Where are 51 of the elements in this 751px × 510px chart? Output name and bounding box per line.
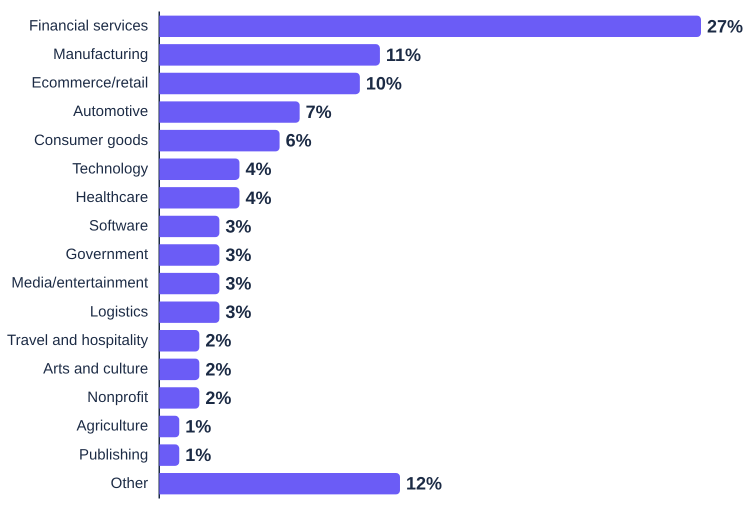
bar xyxy=(159,187,240,209)
y-tick-label: Technology xyxy=(72,160,149,178)
data-label: 1% xyxy=(185,416,212,436)
data-label: 2% xyxy=(205,330,232,351)
y-tick-label: Travel and hospitality xyxy=(6,332,149,349)
data-label: 1% xyxy=(185,445,212,466)
y-tick-label: Media/entertainment xyxy=(11,274,150,292)
data-label: 12% xyxy=(406,474,442,494)
y-tick-label: Manufacturing xyxy=(53,46,148,64)
bar xyxy=(159,301,220,323)
data-label: 2% xyxy=(205,388,232,408)
bar xyxy=(159,16,701,38)
y-tick-label: Automotive xyxy=(73,103,148,120)
data-label: 3% xyxy=(225,302,252,322)
bar xyxy=(159,130,280,152)
y-tick-label: Arts and culture xyxy=(43,360,148,378)
y-tick-label: Agriculture xyxy=(76,418,148,435)
bar xyxy=(159,244,220,266)
y-tick-label: Other xyxy=(110,474,148,492)
data-label: 6% xyxy=(286,130,312,151)
bar xyxy=(159,272,220,294)
data-label: 2% xyxy=(205,359,232,380)
data-label: 10% xyxy=(366,73,402,94)
bar xyxy=(159,101,300,123)
data-label: 3% xyxy=(225,216,252,236)
y-tick-label: Financial services xyxy=(28,17,148,34)
y-tick-label: Software xyxy=(88,218,148,235)
y-tick-label: Publishing xyxy=(78,446,148,464)
data-label: 7% xyxy=(306,102,332,122)
bar xyxy=(159,330,200,352)
data-label: 4% xyxy=(245,159,272,180)
data-label: 27% xyxy=(707,16,744,36)
bar xyxy=(159,444,180,466)
bar xyxy=(159,44,380,66)
bar xyxy=(159,72,360,94)
data-label: 4% xyxy=(245,188,272,208)
bar xyxy=(159,158,240,180)
bar xyxy=(159,472,400,494)
data-label: 11% xyxy=(386,44,421,65)
y-tick-label: Nonprofit xyxy=(87,389,150,406)
data-label: 3% xyxy=(225,244,252,265)
bar xyxy=(159,216,220,238)
bar xyxy=(159,416,180,438)
y-tick-label: Consumer goods xyxy=(34,132,148,149)
y-tick-label: Logistics xyxy=(90,303,148,320)
y-tick-label: Ecommerce/retail xyxy=(31,74,148,92)
y-tick-label: Healthcare xyxy=(76,188,148,206)
bar xyxy=(159,358,200,380)
bar xyxy=(159,387,200,409)
data-label: 3% xyxy=(225,274,252,294)
y-tick-label: Government xyxy=(66,246,150,264)
